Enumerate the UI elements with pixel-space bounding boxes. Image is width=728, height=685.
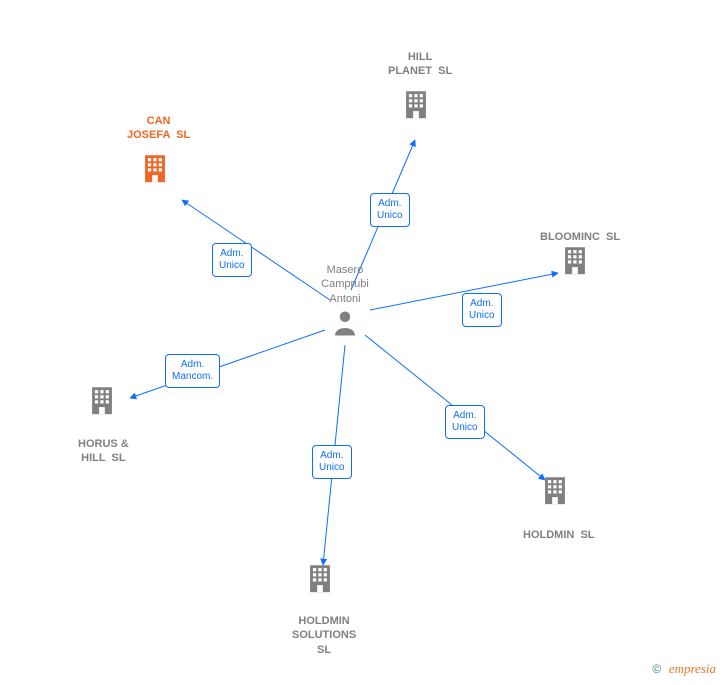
edge-label: Adm.Mancom. (165, 354, 220, 388)
edge-label: Adm.Unico (445, 405, 485, 439)
company-label: HILL PLANET SL (388, 50, 452, 79)
watermark: © empresia (652, 661, 716, 677)
edge-label: Adm.Unico (370, 193, 410, 227)
building-icon (85, 383, 119, 422)
edge-label: Adm.Unico (212, 243, 252, 277)
company-label: HORUS & HILL SL (78, 437, 129, 466)
building-icon (138, 151, 172, 190)
nodes-layer: Adm.Unico Adm.Unico Adm.Unico Adm.Unico Adm.… (0, 0, 728, 685)
company-label: BLOOMINC SL (540, 230, 620, 244)
company-label: HOLDMIN SL (523, 528, 595, 542)
building-icon (538, 473, 572, 512)
company-label: CAN JOSEFA SL (127, 114, 190, 143)
center-person-label: MaseroCamprubiAntoni (315, 263, 375, 306)
edge-label: Adm.Unico (312, 445, 352, 479)
copyright-symbol: © (652, 662, 661, 676)
building-icon (303, 561, 337, 600)
building-icon (558, 243, 592, 282)
company-label: HOLDMIN SOLUTIONS SL (292, 614, 356, 657)
watermark-text: empresia (669, 661, 716, 676)
building-icon (399, 87, 433, 126)
center-person-icon (330, 306, 360, 345)
edge-label: Adm.Unico (462, 293, 502, 327)
